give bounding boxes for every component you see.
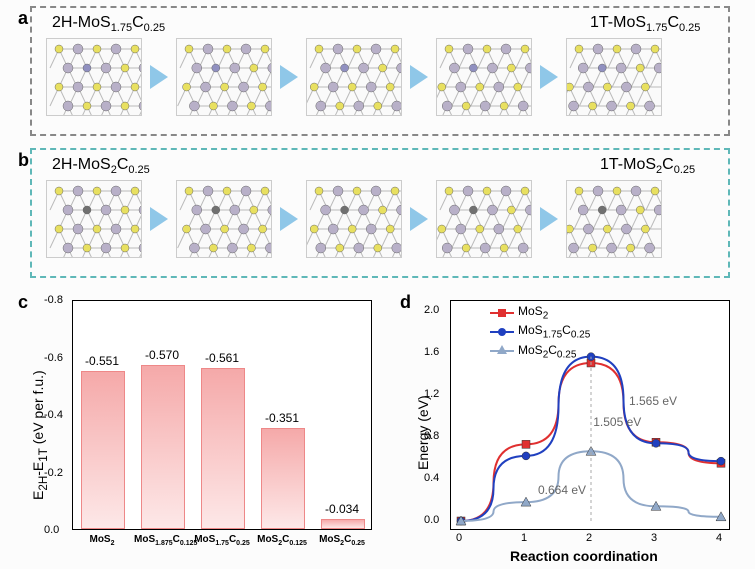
- panel-c-category: MoS1.75C0.25: [194, 534, 250, 547]
- panel-d-ytick: 0.4: [424, 472, 439, 484]
- lattice-b-4: [436, 180, 532, 258]
- lattice-a-2: [176, 38, 272, 116]
- panel-c-category: MoS2C0.125: [254, 534, 310, 547]
- bar: [201, 368, 245, 529]
- legend-label: MoS1.75C0.25: [518, 323, 590, 340]
- lattice-b-5: [566, 180, 662, 258]
- bar: [141, 365, 185, 529]
- panel-d-ytick: 1.2: [424, 388, 439, 400]
- lattice-a-4: [436, 38, 532, 116]
- lattice-b-1: [46, 180, 142, 258]
- legend-label: MoS2: [518, 304, 548, 321]
- panel-d-xtick: 0: [456, 532, 462, 544]
- series-marker: [522, 452, 530, 460]
- legend-item: MoS1.75C0.25: [490, 323, 590, 340]
- panel-a-right-formula: 1T-MoS1.75C0.25: [590, 14, 700, 34]
- arrow-icon: [280, 207, 298, 231]
- chart-annotation: 1.565 eV: [629, 394, 677, 408]
- series-marker: [522, 440, 530, 448]
- panel-d-ytick: 2.0: [424, 304, 439, 316]
- panel-c-label: c: [18, 292, 28, 313]
- panel-d-xtick: 1: [521, 532, 527, 544]
- lattice-b-3: [306, 180, 402, 258]
- arrow-icon: [540, 65, 558, 89]
- panel-d-xtick: 2: [586, 532, 592, 544]
- panel-b-right-formula: 1T-MoS2C0.25: [600, 156, 695, 176]
- panel-c-ytick: -0.4: [44, 409, 63, 421]
- chart-annotation: 0.664 eV: [538, 483, 586, 497]
- panel-d-ytick: 0.8: [424, 430, 439, 442]
- series-line: [461, 451, 721, 521]
- line-chart-legend: MoS2 MoS1.75C0.25 MoS2C0.25: [490, 304, 590, 362]
- lattice-b-2: [176, 180, 272, 258]
- series-marker: [717, 457, 725, 465]
- bar-chart: [72, 300, 372, 530]
- bar-value-label: -0.561: [192, 351, 252, 365]
- lattice-a-1: [46, 38, 142, 116]
- bar-value-label: -0.034: [312, 502, 372, 516]
- panel-b-label: b: [18, 150, 29, 171]
- panel-d-xtick: 3: [651, 532, 657, 544]
- arrow-icon: [150, 207, 168, 231]
- panel-d-ytick: 0.0: [424, 514, 439, 526]
- bar-value-label: -0.570: [132, 348, 192, 362]
- bar: [81, 371, 125, 529]
- bar-value-label: -0.551: [72, 354, 132, 368]
- legend-item: MoS2C0.25: [490, 343, 590, 360]
- series-marker: [652, 439, 660, 447]
- panel-c-category: MoS2C0.25: [314, 534, 370, 547]
- panel-a-left-formula: 2H-MoS1.75C0.25: [52, 14, 165, 34]
- arrow-icon: [540, 207, 558, 231]
- panel-d-label: d: [400, 292, 411, 313]
- legend-item: MoS2: [490, 304, 590, 321]
- arrow-icon: [410, 207, 428, 231]
- legend-label: MoS2C0.25: [518, 343, 576, 360]
- panel-c-ylabel: E2H-E1T (eV per f.u.): [30, 370, 50, 500]
- panel-b-left-formula: 2H-MoS2C0.25: [52, 156, 150, 176]
- bar: [261, 428, 305, 529]
- panel-a-label: a: [18, 8, 28, 29]
- panel-d-xtick: 4: [716, 532, 722, 544]
- panel-c-category: MoS1.875C0.125: [134, 534, 190, 547]
- arrow-icon: [150, 65, 168, 89]
- chart-annotation: 1.505 eV: [593, 415, 641, 429]
- panel-c-category: MoS2: [74, 534, 130, 547]
- panel-b-strip: [46, 180, 662, 258]
- panel-c-ytick: -0.6: [44, 352, 63, 364]
- lattice-a-3: [306, 38, 402, 116]
- bar: [321, 519, 365, 529]
- lattice-a-5: [566, 38, 662, 116]
- panel-a-strip: [46, 38, 662, 116]
- panel-c-ytick: -0.8: [44, 294, 63, 306]
- panel-c-ytick: -0.2: [44, 467, 63, 479]
- panel-d-xlabel: Reaction coordination: [510, 548, 658, 564]
- bar-value-label: -0.351: [252, 411, 312, 425]
- panel-d-ytick: 1.6: [424, 346, 439, 358]
- arrow-icon: [280, 65, 298, 89]
- arrow-icon: [410, 65, 428, 89]
- panel-c-ytick: 0.0: [44, 524, 59, 536]
